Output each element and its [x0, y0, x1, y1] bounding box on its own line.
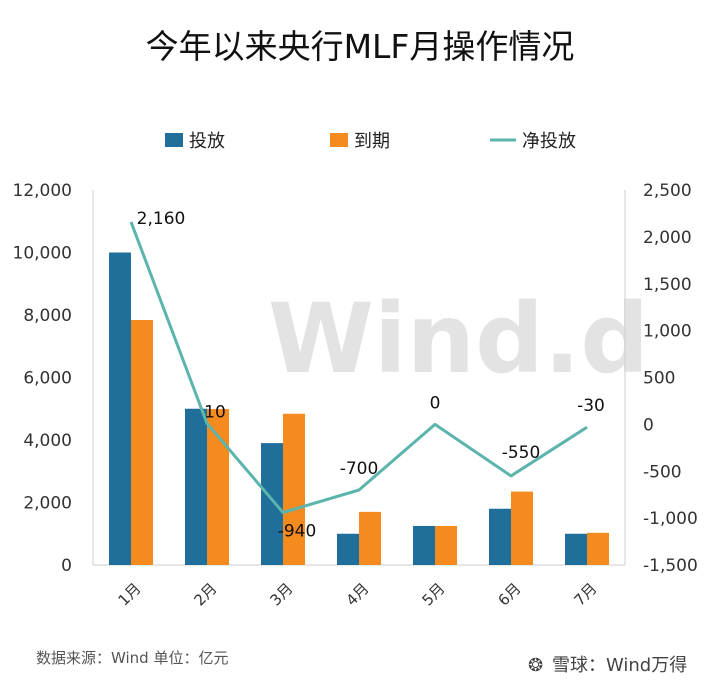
- brand-name: 雪球：Wind万得: [552, 655, 687, 676]
- bar-maturity: [435, 525, 457, 565]
- bar-issue: [413, 525, 435, 565]
- right-tick-label: -500: [643, 462, 682, 482]
- legend-label-maturity: 到期: [354, 131, 390, 152]
- right-tick-label: 1,500: [643, 275, 692, 295]
- bar-issue: [261, 443, 283, 565]
- watermark: Wind.d: [268, 283, 649, 395]
- x-tick-label: 7月: [570, 579, 600, 609]
- legend-swatch-issue: [165, 133, 183, 147]
- left-tick-label: 0: [61, 556, 72, 576]
- x-tick-labels: 1月 2月 3月 4月 5月 6月 7月: [114, 579, 600, 609]
- bar-maturity: [511, 491, 533, 565]
- x-tick-label: 1月: [114, 579, 144, 609]
- legend-swatch-maturity: [330, 133, 348, 147]
- brand-icon: ❂: [528, 655, 543, 676]
- right-tick-label: 0: [643, 415, 654, 435]
- right-tick-label: 500: [643, 369, 675, 389]
- chart-title: 今年以来央行MLF月操作情况: [146, 27, 575, 66]
- left-tick-label: 8,000: [23, 306, 72, 326]
- bar-maturity: [131, 320, 153, 565]
- data-label: 0: [430, 393, 441, 413]
- bar-issue: [565, 533, 587, 565]
- legend-label-net: 净投放: [522, 131, 576, 152]
- right-tick-label: 2,500: [643, 181, 692, 201]
- bar-issue: [489, 508, 511, 565]
- data-label: -30: [577, 396, 605, 416]
- legend-label-issue: 投放: [189, 131, 225, 152]
- right-tick-label: 2,000: [643, 228, 692, 248]
- x-tick-label: 3月: [266, 579, 296, 609]
- legend: 投放 到期 净投放: [165, 131, 576, 152]
- data-label: 2,160: [137, 209, 186, 229]
- bar-maturity: [283, 413, 305, 565]
- data-label: -700: [340, 459, 379, 479]
- right-tick-labels: -1,500 -1,000 -500 0 500 1,000 1,500 2,000 2,500: [643, 181, 698, 576]
- left-tick-labels: 0 2,000 4,000 6,000 8,000 10,000 12,000: [13, 181, 72, 576]
- right-tick-label: -1,000: [643, 509, 698, 529]
- x-tick-label: 4月: [342, 579, 372, 609]
- data-label: -940: [278, 522, 317, 542]
- x-tick-label: 2月: [190, 579, 220, 609]
- bar-issue: [185, 408, 207, 565]
- bar-issue: [109, 252, 131, 565]
- source-note: 数据来源：Wind 单位：亿元: [36, 649, 228, 667]
- left-tick-label: 12,000: [13, 181, 72, 201]
- data-label: -550: [502, 443, 541, 463]
- bar-issue: [337, 533, 359, 565]
- data-labels: 2,160 10 -940 -700 0 -550 -30: [137, 209, 605, 542]
- left-tick-label: 6,000: [23, 369, 72, 389]
- left-tick-label: 4,000: [23, 431, 72, 451]
- x-tick-label: 6月: [494, 579, 524, 609]
- right-tick-label: -1,500: [643, 556, 698, 576]
- bar-maturity: [359, 511, 381, 565]
- net-issue-line: [129, 221, 588, 514]
- bar-maturity: [587, 532, 609, 565]
- line-series: [129, 221, 588, 514]
- data-label: 10: [204, 402, 226, 422]
- left-tick-label: 10,000: [13, 244, 72, 264]
- bar-maturity: [207, 409, 229, 565]
- right-tick-label: 1,000: [643, 322, 692, 342]
- left-tick-label: 2,000: [23, 494, 72, 514]
- x-tick-label: 5月: [418, 579, 448, 609]
- bar-series: [109, 252, 609, 565]
